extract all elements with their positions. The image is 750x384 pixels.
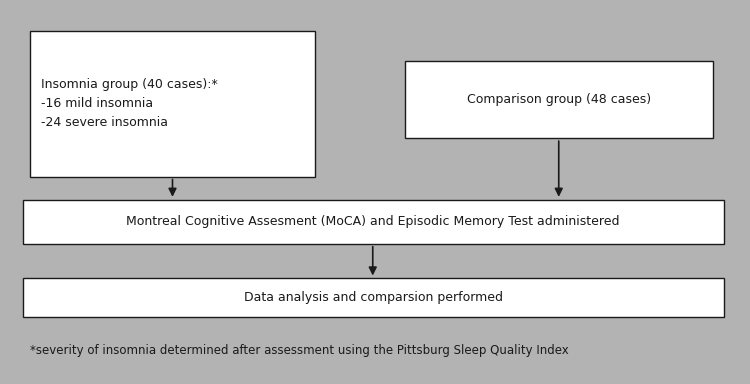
Text: *severity of insomnia determined after assessment using the Pittsburg Sleep Qual: *severity of insomnia determined after a… [30,344,568,357]
Text: Insomnia group (40 cases):*
-16 mild insomnia
-24 severe insomnia: Insomnia group (40 cases):* -16 mild ins… [41,78,218,129]
FancyBboxPatch shape [22,200,724,244]
FancyBboxPatch shape [22,278,724,317]
Text: Data analysis and comparsion performed: Data analysis and comparsion performed [244,291,502,304]
FancyBboxPatch shape [405,61,712,138]
FancyBboxPatch shape [30,31,315,177]
Text: Comparison group (48 cases): Comparison group (48 cases) [466,93,651,106]
Text: Montreal Cognitive Assesment (MoCA) and Episodic Memory Test administered: Montreal Cognitive Assesment (MoCA) and … [127,215,620,228]
